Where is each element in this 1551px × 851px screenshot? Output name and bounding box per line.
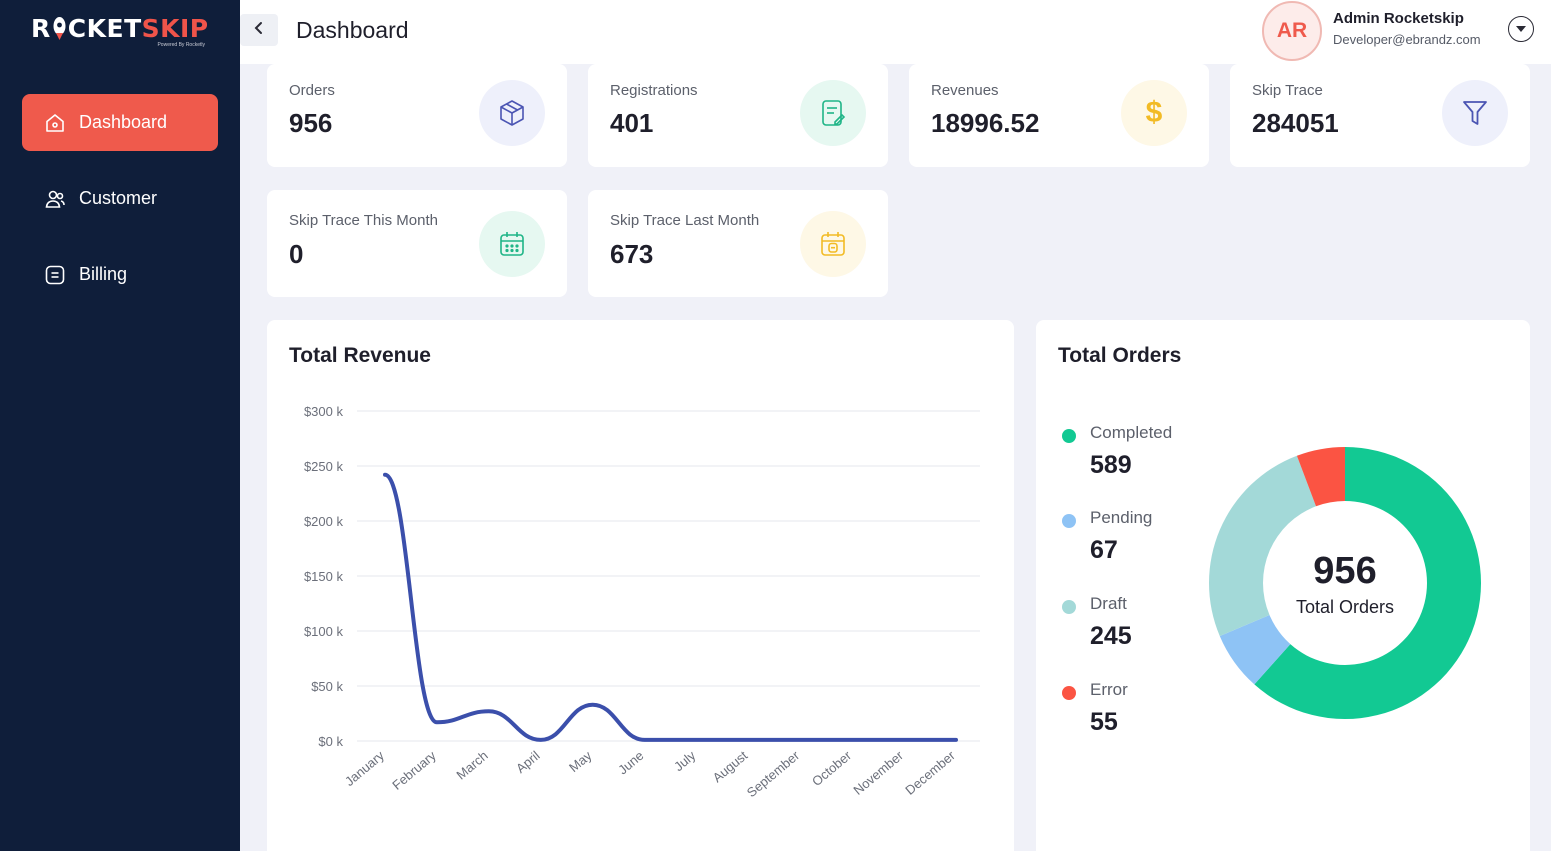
- revenue-series-line: [383, 472, 958, 742]
- stat-card-revenues: Revenues 18996.52 $: [909, 64, 1209, 167]
- user-email: Developer@ebrandz.com: [1333, 32, 1481, 47]
- y-tick-label: $0 k: [318, 734, 343, 749]
- user-name: Admin Rocketskip: [1333, 10, 1464, 27]
- sidebar-item-label: Customer: [79, 188, 158, 208]
- funnel-icon: [1442, 80, 1508, 146]
- chart-title: Total Revenue: [289, 344, 431, 367]
- sidebar-item-billing[interactable]: Billing: [22, 246, 218, 303]
- legend-dot: [1062, 429, 1076, 443]
- stat-label: Skip Trace This Month: [289, 212, 438, 229]
- chevron-left-icon: [253, 21, 265, 40]
- sidebar: R CKETSKIP Powered By Rocketly Dashboard…: [0, 0, 240, 851]
- x-tick-label: July: [671, 747, 699, 774]
- donut-slice-draft[interactable]: [1209, 455, 1316, 637]
- legend-dot: [1062, 686, 1076, 700]
- top-header: Dashboard AR Admin Rocketskip Developer@…: [240, 0, 1551, 64]
- stat-label: Orders: [289, 82, 335, 99]
- stat-card-skip-trace: Skip Trace 284051: [1230, 64, 1530, 167]
- y-tick-label: $200 k: [304, 514, 344, 529]
- y-tick-label: $100 k: [304, 624, 344, 639]
- sidebar-item-customer[interactable]: Customer: [22, 170, 218, 227]
- user-menu-button[interactable]: [1508, 16, 1534, 42]
- sidebar-item-dashboard[interactable]: Dashboard: [22, 94, 218, 151]
- stat-value: 401: [610, 108, 654, 138]
- legend-value: 55: [1090, 708, 1118, 736]
- form-icon: [800, 80, 866, 146]
- home-icon: [44, 112, 66, 134]
- x-tick-label: October: [809, 747, 855, 789]
- stat-value: 284051: [1252, 108, 1339, 138]
- calendar-month-icon: [800, 211, 866, 277]
- page-title: Dashboard: [296, 17, 409, 43]
- legend-label: Error: [1090, 680, 1128, 699]
- stat-card-skip-trace-last-month: Skip Trace Last Month 673: [588, 190, 888, 297]
- users-icon: [44, 188, 66, 210]
- x-tick-label: November: [850, 747, 906, 797]
- stat-label: Skip Trace Last Month: [610, 212, 760, 229]
- y-tick-label: $50 k: [311, 679, 343, 694]
- stat-label: Registrations: [610, 82, 698, 99]
- billing-icon: [44, 264, 66, 286]
- x-tick-label: December: [902, 747, 958, 797]
- x-tick-label: February: [389, 747, 439, 792]
- legend-value: 589: [1090, 451, 1132, 479]
- legend-value: 67: [1090, 536, 1118, 564]
- donut-center-label: Total Orders: [1295, 597, 1395, 617]
- stat-label: Revenues: [931, 82, 999, 99]
- avatar[interactable]: AR: [1262, 1, 1322, 61]
- donut-slice-error[interactable]: [1296, 447, 1345, 507]
- stat-value: 0: [289, 239, 304, 269]
- legend-label: Pending: [1090, 508, 1153, 527]
- y-tick-label: $150 k: [304, 569, 344, 584]
- stat-label: Skip Trace: [1252, 82, 1323, 99]
- collapse-sidebar-button[interactable]: [240, 14, 278, 46]
- box-icon: [479, 80, 545, 146]
- stat-card-registrations: Registrations 401: [588, 64, 888, 167]
- stat-card-skip-trace-this-month: Skip Trace This Month 0: [267, 190, 567, 297]
- donut-slice-pending[interactable]: [1219, 615, 1291, 685]
- x-tick-label: March: [453, 748, 490, 783]
- x-tick-label: May: [566, 747, 595, 775]
- y-tick-label: $250 k: [304, 459, 344, 474]
- logo-wordmark: R CKETSKIP: [31, 14, 209, 43]
- y-tick-label: $300 k: [304, 404, 344, 419]
- legend-label: Draft: [1090, 594, 1127, 613]
- donut-center-value: 956: [1313, 550, 1377, 592]
- total-revenue-card: Total Revenue $0 k $50 k $100 k $150 k $200 …: [267, 320, 1014, 851]
- sidebar-item-label: Dashboard: [79, 112, 168, 132]
- calendar-icon: [479, 211, 545, 277]
- x-tick-label: June: [615, 748, 646, 778]
- legend-dot: [1062, 600, 1076, 614]
- donut-slice-completed[interactable]: [1254, 447, 1481, 719]
- stat-value: 956: [289, 108, 333, 138]
- stat-value: 18996.52: [931, 108, 1040, 138]
- x-tick-label: April: [513, 748, 543, 776]
- rocket-icon: [51, 16, 68, 40]
- dollar-icon: $: [1121, 80, 1187, 146]
- x-tick-label: August: [710, 748, 751, 786]
- chart-title: Total Orders: [1058, 344, 1182, 367]
- logo-subtitle: Powered By Rocketly: [157, 42, 205, 48]
- revenue-line-chart: $0 k $50 k $100 k $150 k $200 k $250 k $300 k J…: [304, 404, 980, 800]
- x-tick-label: September: [744, 747, 803, 800]
- total-orders-card: Total Orders Completed 589 Pending 67 Dr…: [1036, 320, 1530, 851]
- stat-value: 673: [610, 239, 654, 269]
- stat-card-orders: Orders 956: [267, 64, 567, 167]
- legend-label: Completed: [1090, 423, 1173, 442]
- orders-donut-chart: [1209, 447, 1481, 719]
- caret-down-icon: [1516, 20, 1526, 38]
- x-tick-label: January: [342, 747, 387, 789]
- rocketskip-logo[interactable]: R CKETSKIP Powered By Rocketly: [31, 14, 211, 54]
- legend-dot: [1062, 514, 1076, 528]
- sidebar-item-label: Billing: [79, 264, 128, 284]
- legend-value: 245: [1090, 622, 1132, 650]
